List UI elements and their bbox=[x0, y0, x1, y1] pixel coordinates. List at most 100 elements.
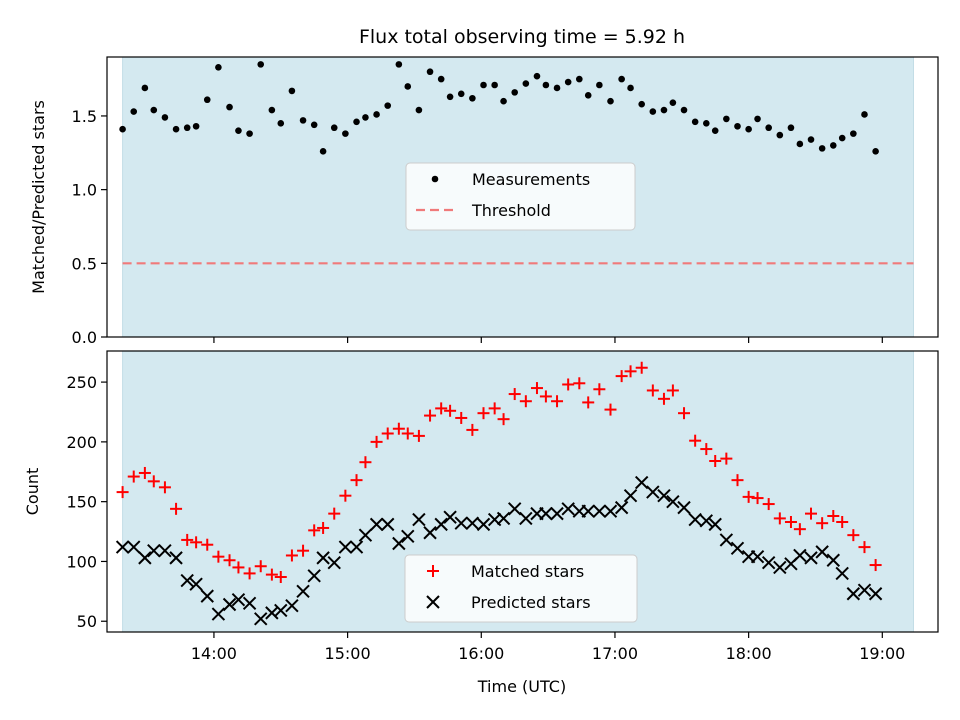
y-tick-label: 1.0 bbox=[72, 181, 97, 200]
legend-label: Predicted stars bbox=[471, 593, 591, 612]
marker-stroke bbox=[666, 494, 680, 509]
marker-stroke bbox=[550, 506, 564, 521]
data-point bbox=[669, 99, 677, 106]
series-measurements bbox=[119, 61, 879, 155]
marker-stroke bbox=[180, 573, 194, 588]
data-point bbox=[342, 130, 349, 137]
data-point bbox=[689, 434, 702, 447]
marker-stroke bbox=[804, 551, 818, 565]
data-point bbox=[553, 84, 561, 92]
series-predicted-stars bbox=[115, 475, 883, 626]
x-tick-label: 18:00 bbox=[726, 644, 772, 663]
data-point bbox=[285, 549, 298, 562]
x-axis-label: Time (UTC) bbox=[477, 677, 566, 696]
marker-stroke bbox=[423, 526, 437, 540]
y-tick-label: 50 bbox=[77, 612, 97, 631]
data-point bbox=[550, 506, 564, 521]
legend: Matched stars Predicted stars bbox=[404, 554, 638, 623]
marker-stroke bbox=[646, 485, 660, 499]
data-point bbox=[150, 106, 158, 114]
panel-top: 0.0 0.5 1.0 1.5 Matched/Predicted stars Measu… bbox=[29, 56, 939, 347]
data-point bbox=[730, 541, 745, 556]
data-point bbox=[310, 121, 318, 129]
marker-stroke bbox=[327, 555, 341, 570]
marker-stroke bbox=[147, 543, 161, 558]
data-point bbox=[584, 92, 592, 99]
marker-stroke bbox=[169, 551, 183, 565]
axes-frame bbox=[106, 350, 939, 633]
data-point bbox=[158, 543, 172, 558]
data-point bbox=[226, 103, 233, 111]
marker-stroke bbox=[657, 488, 671, 503]
marker-stroke bbox=[231, 593, 246, 607]
legend-box bbox=[405, 162, 636, 231]
data-point bbox=[201, 538, 214, 551]
data-point bbox=[562, 378, 575, 391]
y-tick-label: 0.0 bbox=[72, 328, 97, 347]
data-point bbox=[222, 597, 237, 612]
data-point bbox=[846, 587, 861, 601]
data-point bbox=[542, 81, 550, 89]
marker-stroke bbox=[634, 475, 649, 490]
marker-stroke bbox=[358, 528, 373, 542]
data-point bbox=[751, 492, 764, 505]
data-point bbox=[384, 102, 392, 109]
data-point bbox=[116, 486, 129, 499]
data-point bbox=[761, 555, 776, 570]
data-point bbox=[257, 61, 265, 68]
data-point bbox=[793, 523, 806, 536]
marker-stroke bbox=[316, 551, 330, 565]
data-point bbox=[627, 84, 634, 92]
data-point bbox=[581, 504, 595, 518]
data-point bbox=[444, 404, 457, 417]
data-point bbox=[231, 593, 246, 607]
data-point bbox=[708, 517, 722, 532]
marker-stroke bbox=[581, 504, 595, 518]
data-point bbox=[711, 127, 719, 134]
data-point bbox=[539, 390, 552, 403]
data-point bbox=[530, 382, 543, 395]
data-point bbox=[634, 475, 649, 490]
data-point bbox=[660, 106, 668, 114]
marker-stroke bbox=[730, 541, 745, 556]
data-point bbox=[604, 403, 617, 416]
marker-stroke bbox=[476, 517, 491, 532]
data-point bbox=[815, 545, 829, 559]
data-point bbox=[466, 423, 479, 436]
x-tick-label: 16:00 bbox=[458, 644, 504, 663]
data-point bbox=[235, 127, 242, 134]
data-point bbox=[691, 118, 699, 126]
marker-stroke bbox=[254, 612, 268, 626]
data-point bbox=[522, 80, 530, 87]
marker-stroke bbox=[412, 512, 426, 527]
data-point bbox=[158, 481, 171, 494]
data-point bbox=[181, 533, 194, 546]
data-point bbox=[793, 548, 807, 563]
data-point bbox=[497, 413, 510, 426]
data-point bbox=[424, 409, 437, 422]
y-tick-label: 250 bbox=[66, 373, 97, 392]
data-point bbox=[443, 510, 457, 524]
data-point bbox=[454, 516, 468, 530]
data-point bbox=[623, 488, 638, 503]
y-tick-label: 0.5 bbox=[72, 254, 97, 273]
data-point bbox=[750, 549, 765, 564]
data-point bbox=[381, 517, 395, 532]
data-point bbox=[703, 120, 710, 127]
data-point bbox=[773, 560, 787, 575]
data-point bbox=[170, 502, 183, 515]
data-point bbox=[232, 561, 245, 574]
marker-stroke bbox=[338, 540, 353, 554]
data-point bbox=[615, 370, 628, 383]
data-point bbox=[618, 75, 625, 83]
data-point bbox=[358, 528, 373, 542]
data-point bbox=[709, 455, 722, 468]
data-point bbox=[268, 106, 276, 114]
data-point bbox=[212, 550, 225, 563]
marker-stroke bbox=[699, 514, 714, 528]
data-point bbox=[745, 125, 752, 133]
data-point bbox=[829, 142, 837, 149]
data-point bbox=[762, 498, 775, 511]
marker-stroke bbox=[454, 516, 468, 530]
marker-stroke bbox=[274, 603, 288, 618]
